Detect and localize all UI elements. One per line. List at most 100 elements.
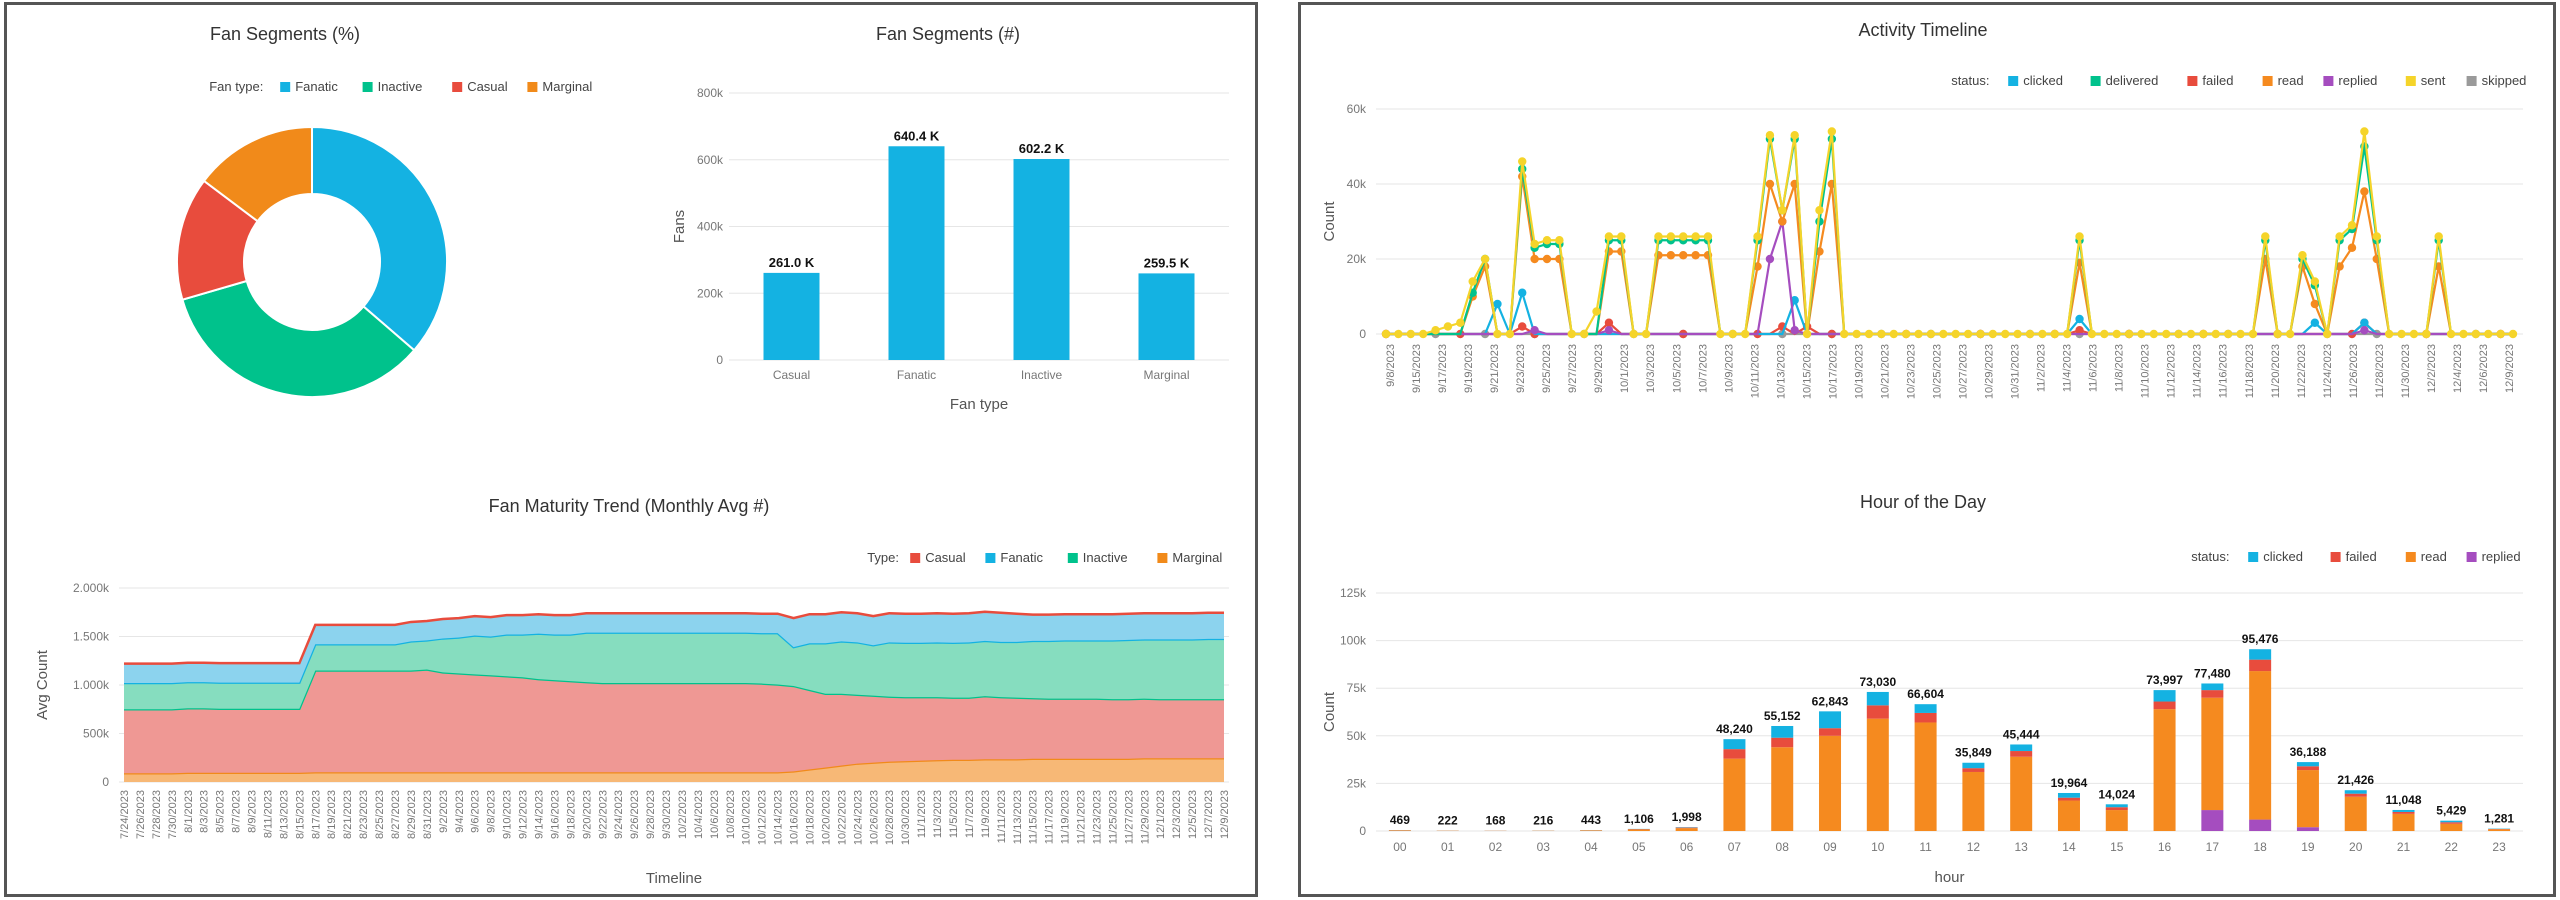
hour-total-label: 222 [1438, 814, 1458, 828]
maturity-xtick: 8/3/2023 [199, 790, 211, 833]
hour-total-label: 1,106 [1624, 812, 1654, 826]
hour-bar-read [2488, 829, 2510, 831]
hours-xtick: 13 [2015, 840, 2029, 854]
hour-bar-read [2393, 814, 2415, 831]
hour-bar-read [1962, 772, 1984, 831]
hour-bar-failed [2010, 751, 2032, 757]
hours-ytick: 50k [1347, 729, 1367, 743]
hours-xtick: 14 [2062, 840, 2076, 854]
maturity-xtick: 9/2/2023 [438, 790, 450, 833]
maturity-xtick: 8/9/2023 [247, 790, 259, 833]
hour-bar-clicked [1962, 763, 1984, 768]
hours-xtick: 01 [1441, 840, 1455, 854]
maturity-xtick: 9/30/2023 [661, 790, 673, 839]
maturity-xtick: 8/21/2023 [342, 790, 354, 839]
hour-bar-clicked [2154, 690, 2176, 701]
hours-xtick: 00 [1393, 840, 1407, 854]
maturity-xtick: 10/30/2023 [900, 790, 912, 845]
hours-xtick: 04 [1584, 840, 1598, 854]
maturity-xtick: 8/17/2023 [310, 790, 322, 839]
hours-title: Hour of the Day [1860, 492, 1986, 512]
hour-bar-clicked [1867, 692, 1889, 705]
maturity-xtick: 7/24/2023 [119, 790, 131, 839]
hour-bar-failed [2106, 807, 2128, 810]
maturity-xtick: 10/10/2023 [741, 790, 753, 845]
hour-bar-read [2440, 824, 2462, 831]
hour-bar-read [2249, 671, 2271, 820]
hour-total-label: 35,849 [1955, 746, 1992, 760]
hours-xtick: 22 [2445, 840, 2459, 854]
maturity-xtick: 12/7/2023 [1203, 790, 1215, 839]
legend-swatch-fanatic [985, 553, 995, 563]
hour-total-label: 36,188 [2290, 745, 2327, 759]
hour-total-label: 19,964 [2051, 776, 2088, 790]
hour-bar-failed [2058, 798, 2080, 801]
maturity-xtick: 9/8/2023 [486, 790, 498, 833]
maturity-xtick: 8/27/2023 [390, 790, 402, 839]
hours-ytick: 75k [1347, 681, 1367, 695]
maturity-xtick: 10/4/2023 [693, 790, 705, 839]
hour-total-label: 1,281 [2484, 812, 2514, 826]
hour-bar-failed [1723, 749, 1745, 759]
hour-bar-clicked [2010, 744, 2032, 751]
legend-label-clicked: clicked [2263, 549, 2303, 564]
legend-label-marginal: Marginal [1172, 550, 1222, 565]
hour-bar-read [1819, 736, 1841, 831]
maturity-xtick: 9/22/2023 [597, 790, 609, 839]
maturity-xtick: 12/3/2023 [1171, 790, 1183, 839]
hour-bar-clicked [1771, 726, 1793, 738]
maturity-xtick: 11/13/2023 [1012, 790, 1024, 844]
maturity-xtick: 7/26/2023 [135, 790, 147, 839]
maturity-xtick: 11/5/2023 [948, 790, 960, 838]
legend-label-failed: failed [2346, 549, 2377, 564]
maturity-xtick: 8/5/2023 [215, 790, 227, 833]
hour-total-label: 21,426 [2337, 773, 2374, 787]
hour-bar-replied [2297, 827, 2319, 831]
hour-total-label: 14,024 [2098, 787, 2135, 801]
maturity-xtick: 7/28/2023 [151, 790, 163, 839]
hours-ylabel: Count [1321, 691, 1338, 732]
maturity-xtick: 9/16/2023 [549, 790, 561, 839]
hours-ytick: 125k [1340, 586, 1367, 600]
hours-xtick: 02 [1489, 840, 1503, 854]
hour-bar-failed [2345, 794, 2367, 797]
legend-swatch-marginal [1157, 553, 1167, 563]
maturity-xtick: 8/29/2023 [406, 790, 418, 839]
hour-total-label: 5,429 [2436, 804, 2466, 818]
hour-total-label: 95,476 [2242, 632, 2279, 646]
hours-xtick: 06 [1680, 840, 1694, 854]
legend-label-replied: replied [2482, 549, 2521, 564]
hours-xtick: 08 [1776, 840, 1790, 854]
maturity-xtick: 8/25/2023 [374, 790, 386, 839]
maturity-xtick: 8/11/2023 [262, 790, 274, 838]
maturity-xtick: 10/16/2023 [789, 790, 801, 845]
legend-swatch-inactive [1068, 553, 1078, 563]
maturity-xtick: 8/23/2023 [358, 790, 370, 839]
maturity-xtick: 11/29/2023 [1139, 790, 1151, 844]
hour-total-label: 62,843 [1812, 694, 1849, 708]
hour-bar-clicked [2393, 810, 2415, 812]
hour-bar-read [2345, 797, 2367, 831]
hours-xtick: 07 [1728, 840, 1742, 854]
maturity-xtick: 9/10/2023 [502, 790, 514, 839]
hours-xtick: 11 [1919, 840, 1932, 854]
maturity-ytick: 1.000k [73, 678, 110, 692]
maturity-xtick: 10/26/2023 [868, 790, 880, 845]
hour-bar-read [1676, 828, 1698, 831]
hour-bar-failed [1771, 738, 1793, 748]
hour-bar-read [1867, 719, 1889, 831]
legend-swatch-clicked [2248, 552, 2258, 562]
hour-bar-read [2154, 709, 2176, 831]
hour-bar-clicked [1915, 704, 1937, 713]
hour-bar-failed [1962, 768, 1984, 772]
maturity-ytick: 1.500k [73, 630, 110, 644]
hours-xtick: 21 [2397, 840, 2411, 854]
maturity-ytick: 500k [83, 727, 110, 741]
hour-bar-read [1915, 722, 1937, 831]
maturity-xtick: 8/13/2023 [278, 790, 290, 839]
hour-bar-read [2106, 810, 2128, 831]
hour-total-label: 45,444 [2003, 727, 2040, 741]
hour-bar-replied [2201, 810, 2223, 831]
